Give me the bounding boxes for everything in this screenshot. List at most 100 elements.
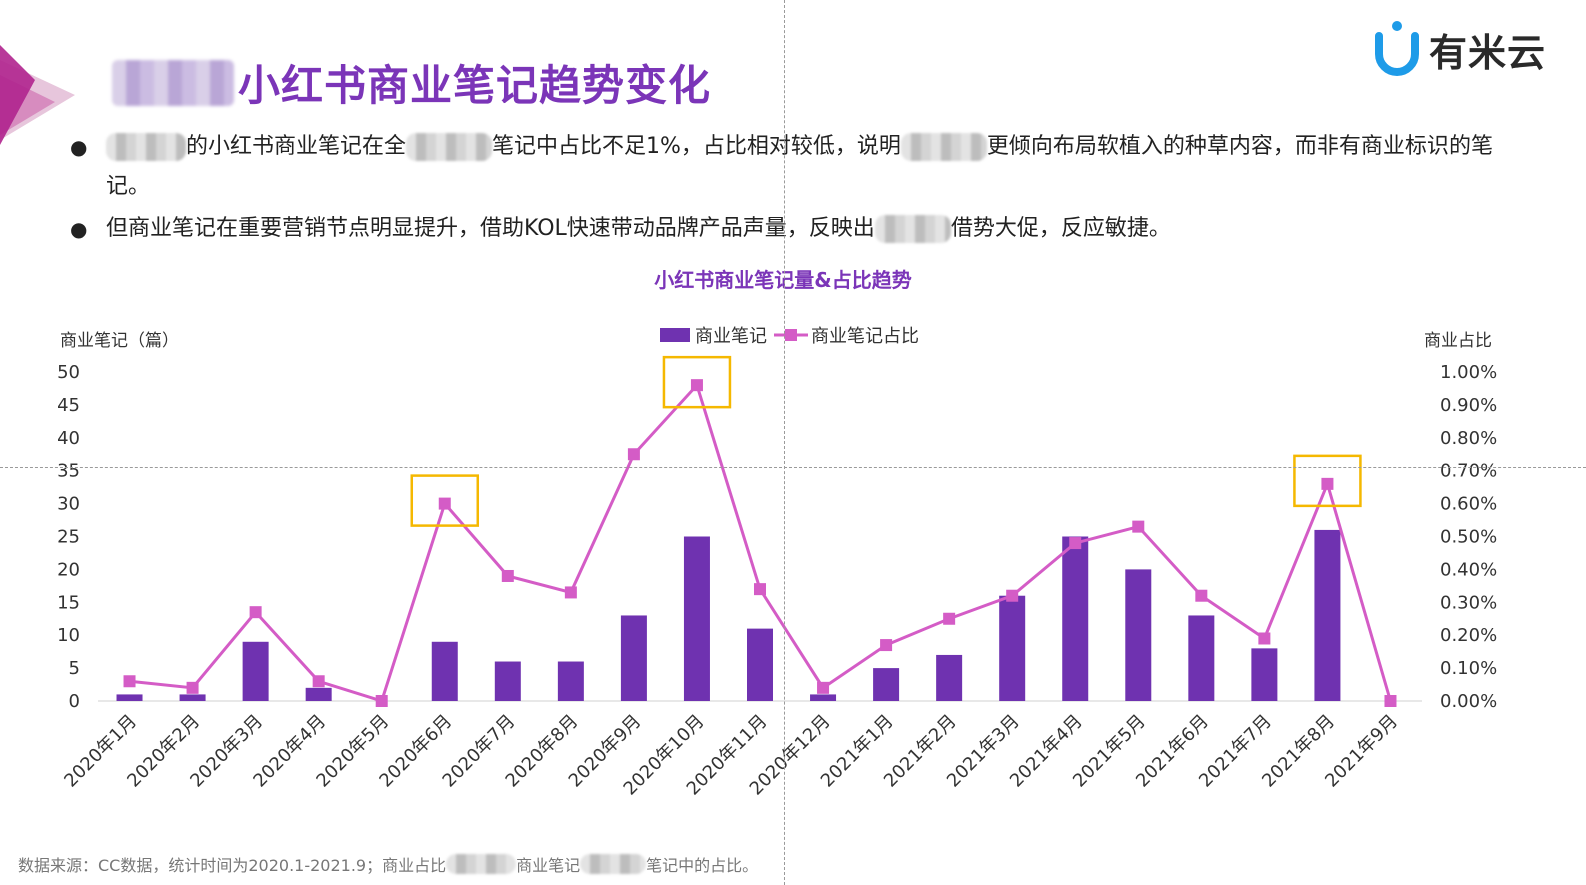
redacted-text — [106, 133, 186, 161]
y-tick-label-left: 35 — [57, 461, 80, 482]
line-point — [375, 695, 388, 707]
bullet-text-part: 但商业笔记在重要营销节点明显提升，借助KOL快速带动品牌产品声量，反映出 — [106, 216, 875, 241]
bar — [620, 615, 647, 701]
y-axis-label-right: 商业占比 — [1424, 331, 1492, 351]
bar — [305, 687, 332, 701]
bar — [747, 628, 773, 701]
legend-swatch-bar — [660, 328, 690, 342]
y-tick-label-right: 1.00% — [1440, 362, 1497, 383]
y-tick-label-left: 50 — [57, 362, 80, 383]
line-point — [627, 448, 640, 461]
bullet-text-part: 更倾向布局软植入的种草内容，而非有商业标识 — [986, 134, 1449, 159]
bar — [557, 661, 584, 701]
line-point — [1384, 695, 1397, 707]
bar — [116, 694, 143, 701]
highlight-box — [662, 355, 732, 409]
highlight-box — [1293, 454, 1362, 508]
line-point — [312, 675, 325, 688]
bar — [683, 536, 710, 701]
legend-label-line: 商业笔记占比 — [811, 326, 919, 347]
line-point — [123, 675, 136, 688]
bar — [810, 694, 837, 701]
line-point — [501, 569, 514, 582]
y-tick-label-left: 5 — [69, 658, 80, 679]
bullet-item: ● 但商业笔记在重要营销节点明显提升，借助KOL快速带动品牌产品声量，反映出 借势… — [70, 209, 1510, 249]
redacted-text — [874, 215, 951, 243]
bar — [1251, 648, 1278, 701]
y-tick-label-right: 0.50% — [1440, 527, 1497, 548]
redacted-text — [406, 133, 493, 161]
bar — [431, 641, 458, 701]
page-title: 小红书商业笔记趋势变化 — [238, 61, 712, 110]
line-point — [1069, 537, 1082, 550]
y-tick-label-right: 0.60% — [1440, 494, 1497, 515]
page-title-row: 小红书商业笔记趋势变化 — [112, 52, 711, 113]
y-axis-label-left: 商业笔记（篇） — [60, 331, 179, 351]
bar — [1062, 536, 1089, 701]
y-tick-label-left: 0 — [69, 691, 80, 712]
bar — [936, 654, 963, 701]
line-point — [943, 612, 956, 625]
bar — [1125, 569, 1152, 701]
line-point — [438, 497, 451, 510]
bullet-list: ● 的小红书商业笔记在全 笔记中占比不足1%，占比相对较低，说明 更倾向布局软植入的… — [70, 127, 1510, 251]
source-text: 笔记中的占比。 — [646, 856, 759, 875]
bullet-text-part: 的笔记。 — [106, 134, 1493, 199]
bar — [1314, 529, 1341, 701]
brand-icon — [1374, 21, 1419, 76]
line-point — [1006, 589, 1019, 602]
bullet-text-part: 的小红书商业笔记在全 — [186, 134, 407, 159]
source-note: 数据来源：CC数据，统计时间为2020.1-2021.9；商业占比 商业笔记 笔记中… — [18, 852, 758, 876]
chart-title: 小红书商业笔记量&占比趋势 — [654, 268, 912, 292]
y-tick-label-left: 45 — [57, 395, 80, 416]
redacted-text — [900, 133, 987, 161]
line-point — [754, 583, 766, 596]
bar — [242, 641, 269, 701]
line-point — [817, 681, 830, 694]
y-tick-label-right: 0.90% — [1440, 395, 1497, 416]
line-point — [249, 606, 262, 619]
guide-line-vertical — [784, 0, 785, 885]
y-tick-label-right: 0.00% — [1440, 691, 1497, 712]
bullet-item: ● 的小红书商业笔记在全 笔记中占比不足1%，占比相对较低，说明 更倾向布局软植入的… — [70, 127, 1510, 207]
line-point — [1321, 477, 1334, 490]
bar — [494, 661, 521, 701]
y-tick-label-right: 0.30% — [1440, 592, 1497, 613]
y-tick-label-right: 0.70% — [1440, 461, 1497, 482]
legend-label-bar: 商业笔记 — [695, 326, 767, 347]
line-point — [1195, 589, 1208, 602]
line-point — [1132, 520, 1145, 533]
redacted-text — [446, 854, 517, 874]
redacted-text — [580, 854, 647, 874]
corner-decoration — [0, 45, 75, 145]
y-tick-label-right: 0.20% — [1440, 625, 1497, 646]
y-tick-label-left: 10 — [57, 625, 80, 646]
bullet-text: 但商业笔记在重要营销节点明显提升，借助KOL快速带动品牌产品声量，反映出 借势大促… — [106, 209, 1171, 249]
y-tick-label-right: 0.40% — [1440, 559, 1497, 580]
y-tick-label-left: 30 — [57, 494, 80, 515]
brand-logo: 有米云 — [1371, 20, 1546, 78]
y-tick-label-left: 20 — [57, 559, 80, 580]
line-point — [186, 681, 199, 694]
y-tick-label-right: 0.80% — [1440, 428, 1497, 449]
y-tick-label-left: 40 — [57, 428, 80, 449]
line-point — [564, 586, 577, 599]
y-tick-label-left: 15 — [57, 592, 80, 613]
bullet-dot-icon: ● — [70, 217, 88, 241]
line-point — [1258, 632, 1271, 645]
source-text: 商业笔记 — [516, 856, 581, 875]
y-tick-label-right: 0.10% — [1440, 658, 1497, 679]
bullet-text-part: 笔记中占比不足1%，占比相对较低，说明 — [492, 134, 901, 159]
bar — [999, 595, 1026, 701]
line-point — [690, 379, 703, 392]
bullet-text-part: 借势大促，反应敏捷。 — [950, 216, 1171, 241]
bullet-dot-icon: ● — [70, 135, 88, 159]
redacted-brand — [112, 59, 234, 106]
guide-line-horizontal — [0, 467, 1586, 468]
legend-marker-line — [785, 329, 797, 341]
brand-name: 有米云 — [1428, 30, 1546, 75]
line-point — [880, 639, 893, 652]
bar — [873, 668, 900, 701]
bullet-text: 的小红书商业笔记在全 笔记中占比不足1%，占比相对较低，说明 更倾向布局软植入的种草… — [106, 127, 1510, 207]
